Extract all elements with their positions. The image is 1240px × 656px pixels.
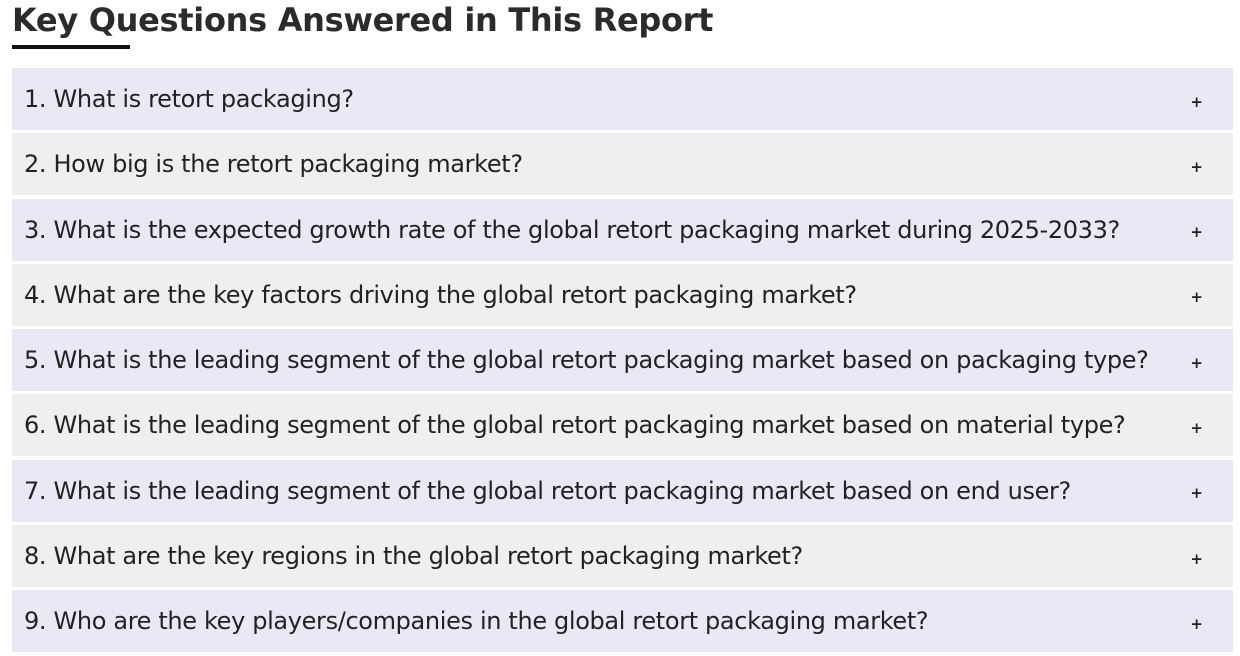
plus-icon[interactable]: + bbox=[1190, 157, 1203, 176]
faq-item-2[interactable]: 2. How big is the retort packaging marke… bbox=[12, 133, 1233, 196]
plus-icon[interactable]: + bbox=[1190, 549, 1203, 568]
title-underline bbox=[12, 45, 130, 49]
faq-item-7[interactable]: 7. What is the leading segment of the gl… bbox=[12, 459, 1233, 522]
plus-icon[interactable]: + bbox=[1190, 353, 1203, 372]
faq-question: 7. What is the leading segment of the gl… bbox=[24, 476, 1071, 505]
plus-icon[interactable]: + bbox=[1190, 418, 1203, 437]
faq-question: 2. How big is the retort packaging marke… bbox=[24, 150, 523, 179]
faq-question: 1. What is retort packaging? bbox=[24, 85, 354, 113]
faq-question: 8. What are the key regions in the globa… bbox=[24, 542, 803, 571]
faq-item-6[interactable]: 6. What is the leading segment of the gl… bbox=[12, 394, 1233, 457]
section-header: Key Questions Answered in This Report bbox=[12, 0, 912, 49]
plus-icon[interactable]: + bbox=[1190, 288, 1203, 307]
faq-item-1[interactable]: 1. What is retort packaging? + bbox=[12, 68, 1233, 130]
faq-question: 5. What is the leading segment of the gl… bbox=[24, 346, 1149, 375]
faq-item-5[interactable]: 5. What is the leading segment of the gl… bbox=[12, 329, 1233, 392]
plus-icon[interactable]: + bbox=[1190, 614, 1203, 633]
faq-item-3[interactable]: 3. What is the expected growth rate of t… bbox=[12, 198, 1233, 261]
faq-item-9[interactable]: 9. Who are the key players/companies in … bbox=[12, 590, 1233, 653]
faq-list: 1. What is retort packaging? + 2. How bi… bbox=[12, 68, 1233, 656]
plus-icon[interactable]: + bbox=[1190, 484, 1203, 503]
page-title: Key Questions Answered in This Report bbox=[12, 1, 714, 39]
faq-question: 4. What are the key factors driving the … bbox=[24, 280, 857, 309]
faq-item-8[interactable]: 8. What are the key regions in the globa… bbox=[12, 525, 1233, 588]
faq-item-4[interactable]: 4. What are the key factors driving the … bbox=[12, 263, 1233, 326]
faq-question: 9. Who are the key players/companies in … bbox=[24, 607, 929, 636]
plus-icon[interactable]: + bbox=[1190, 92, 1203, 111]
plus-icon[interactable]: + bbox=[1190, 223, 1203, 242]
faq-question: 3. What is the expected growth rate of t… bbox=[24, 215, 1120, 244]
faq-question: 6. What is the leading segment of the gl… bbox=[24, 411, 1126, 440]
